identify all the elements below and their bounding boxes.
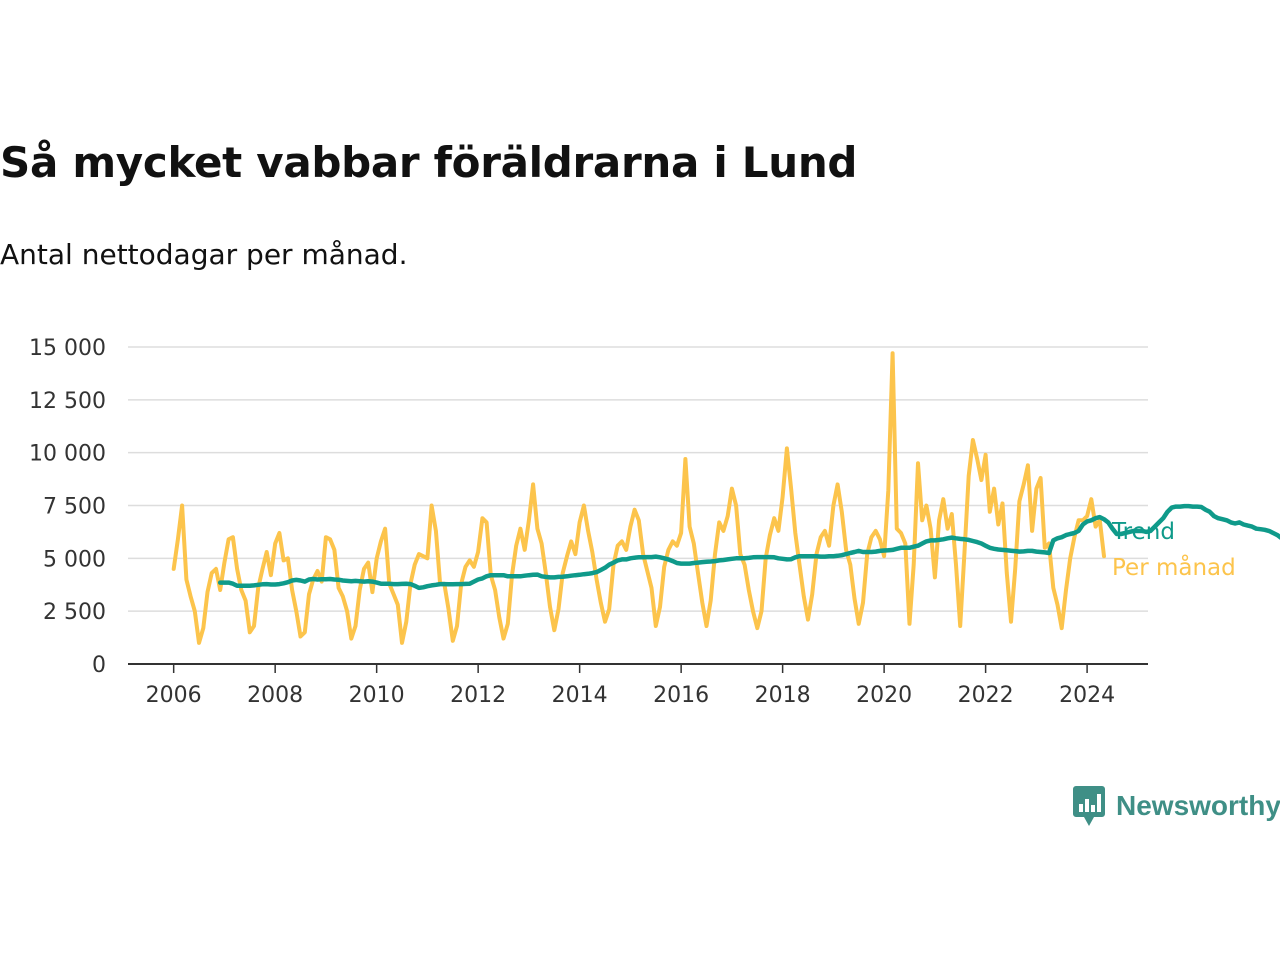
trend-line	[217, 503, 1280, 591]
y-tick-label: 7 500	[43, 495, 106, 520]
series-lines	[171, 351, 1280, 645]
x-tick-label: 2012	[450, 683, 506, 708]
x-tick-label: 2022	[958, 683, 1014, 708]
brand-logo: Newsworthy	[1072, 784, 1280, 828]
x-tick-label: 2024	[1059, 683, 1115, 708]
y-tick-label: 12 500	[29, 389, 106, 414]
legend: Trend Per månad	[1111, 519, 1236, 581]
y-axis-ticks: 0 2 500 5 000 7 500 10 000 12 500 15 000	[29, 336, 106, 678]
x-tick-label: 2016	[653, 683, 709, 708]
legend-monthly-label: Per månad	[1112, 553, 1236, 581]
x-tick-label: 2006	[146, 683, 202, 708]
bar-chart-badge-icon	[1073, 786, 1105, 826]
x-tick-label: 2008	[247, 683, 303, 708]
x-tick-label: 2018	[755, 683, 811, 708]
brand-name: Newsworthy	[1116, 790, 1280, 821]
legend-trend-label: Trend	[1111, 519, 1175, 545]
x-tick-label: 2020	[856, 683, 912, 708]
y-tick-label: 5 000	[43, 547, 106, 572]
x-tick-label: 2010	[349, 683, 405, 708]
x-axis-ticks: 2006 2008 2010 2012 2014 2016 2018 2020 2022 2024	[146, 664, 1115, 708]
gridlines	[128, 346, 1148, 612]
x-tick-label: 2014	[552, 683, 608, 708]
chart-title: Så mycket vabbar föräldrarna i Lund	[0, 138, 858, 187]
y-tick-label: 2 500	[43, 600, 106, 625]
y-tick-label: 0	[92, 653, 106, 678]
monthly-line	[171, 351, 1106, 645]
chart-subtitle: Antal nettodagar per månad.	[0, 238, 408, 271]
y-tick-label: 15 000	[29, 336, 106, 361]
y-tick-label: 10 000	[29, 442, 106, 467]
